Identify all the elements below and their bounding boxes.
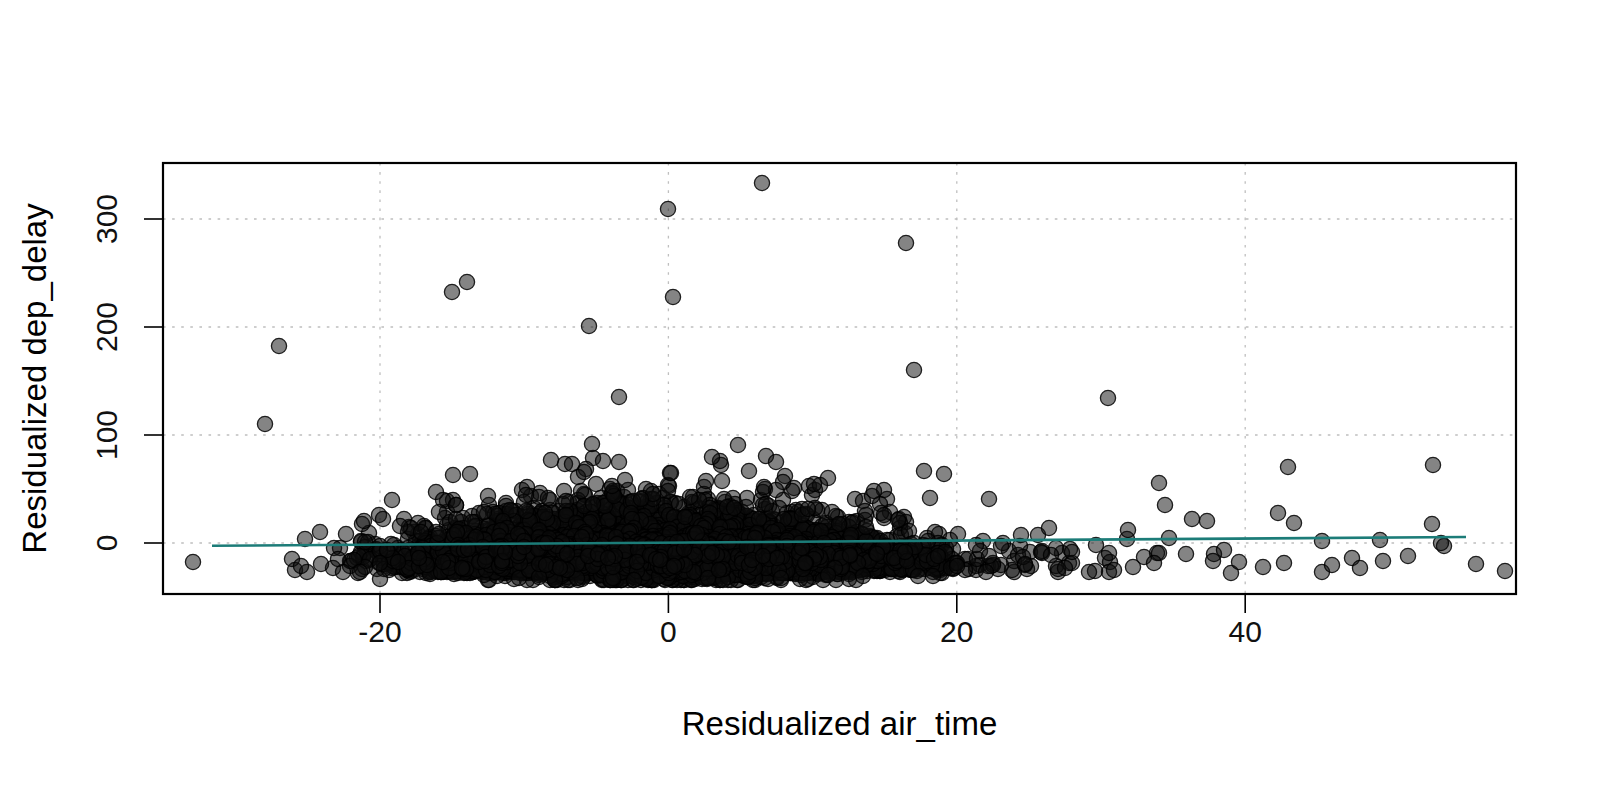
svg-text:300: 300 [90,194,123,244]
svg-text:40: 40 [1229,615,1262,648]
svg-text:Residualized air_time: Residualized air_time [682,705,997,742]
svg-text:0: 0 [90,535,123,552]
svg-text:200: 200 [90,302,123,352]
svg-text:-20: -20 [358,615,401,648]
svg-text:Residualized dep_delay: Residualized dep_delay [16,203,53,554]
svg-text:100: 100 [90,410,123,460]
svg-text:20: 20 [940,615,973,648]
svg-text:0: 0 [660,615,677,648]
